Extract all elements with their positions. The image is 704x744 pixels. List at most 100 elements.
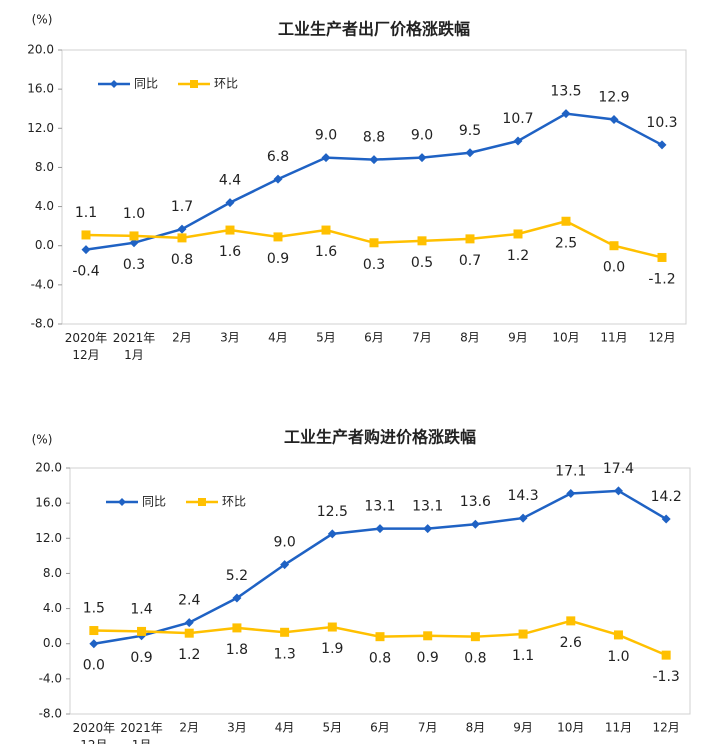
data-label: 1.0 <box>607 649 629 665</box>
x-tick-line: 12月 <box>72 348 99 362</box>
y-tick-label: 12.0 <box>27 121 54 135</box>
point <box>609 241 619 251</box>
x-tick-line: 2020年 <box>65 331 108 345</box>
x-tick-label: 11月 <box>600 331 627 345</box>
x-tick-line: 1月 <box>124 348 144 362</box>
point <box>661 650 671 660</box>
point <box>465 148 475 158</box>
data-label: 0.8 <box>369 651 391 667</box>
point <box>184 618 194 628</box>
point <box>190 80 198 88</box>
point <box>518 629 528 639</box>
point <box>423 524 433 534</box>
x-tick-label: 2021年 1月 <box>120 721 163 744</box>
x-tick-label: 2月 <box>172 331 192 345</box>
point <box>470 519 480 529</box>
data-label: 1.5 <box>83 601 105 617</box>
x-tick-label: 3月 <box>227 721 247 735</box>
data-label: 0.8 <box>171 252 193 268</box>
x-tick-label: 11月 <box>605 721 632 735</box>
point <box>280 627 290 637</box>
point <box>81 245 91 255</box>
data-label: 0.5 <box>411 255 433 271</box>
data-label: 13.5 <box>550 84 581 100</box>
point <box>110 80 118 88</box>
data-label: -1.2 <box>648 271 675 287</box>
data-label: 6.8 <box>267 149 289 165</box>
point <box>561 109 571 119</box>
data-label: 0.3 <box>123 257 145 273</box>
data-label: 1.6 <box>219 244 241 260</box>
data-label: 0.9 <box>417 650 439 666</box>
y-tick-label: 0.0 <box>43 636 62 650</box>
data-label: 1.2 <box>507 248 529 264</box>
point <box>369 238 379 248</box>
data-label: 2.6 <box>560 635 582 651</box>
y-tick-label: 20.0 <box>35 461 62 475</box>
data-label: 12.9 <box>598 89 629 105</box>
point <box>184 628 194 638</box>
data-label: 9.0 <box>315 128 337 144</box>
data-label: 1.4 <box>130 601 152 617</box>
x-tick-label: 3月 <box>220 331 240 345</box>
point <box>417 236 427 246</box>
x-tick-line: 2021年 <box>120 721 163 735</box>
point <box>375 524 385 534</box>
point <box>118 498 126 506</box>
data-label: 13.1 <box>412 499 443 515</box>
x-tick-line: 2020年 <box>73 721 116 735</box>
x-tick-label: 9月 <box>513 721 533 735</box>
data-label: 10.7 <box>502 111 533 127</box>
data-label: 1.6 <box>315 244 337 260</box>
x-tick-label: 5月 <box>316 331 336 345</box>
y-tick-label: -4.0 <box>39 671 62 685</box>
x-tick-label: 12月 <box>648 331 675 345</box>
legend-label: 同比 <box>134 77 158 91</box>
y-tick-label: -8.0 <box>31 317 54 331</box>
data-label: 8.8 <box>363 130 385 146</box>
plot-frame <box>61 49 687 325</box>
point <box>198 498 206 506</box>
data-label: 9.5 <box>459 123 481 139</box>
point <box>465 234 475 244</box>
point <box>321 153 331 163</box>
data-label: 9.0 <box>273 535 295 551</box>
point <box>561 216 571 226</box>
point <box>661 514 671 524</box>
legend-label: 环比 <box>222 495 246 509</box>
point <box>129 238 139 248</box>
y-tick-label: 8.0 <box>43 566 62 580</box>
y-axis-unit: (%) <box>32 13 53 27</box>
data-label: 1.2 <box>178 647 200 663</box>
point <box>225 225 235 235</box>
x-tick-label: 6月 <box>364 331 384 345</box>
data-label: 0.0 <box>83 658 105 674</box>
data-label: 5.2 <box>226 568 248 584</box>
chart: 工业生产者出厂价格涨跌幅 (%) -8.0 -4.0 0.0 4.0 8.0 12.0 16.0… <box>27 13 687 362</box>
data-label: 0.3 <box>363 257 385 273</box>
point <box>609 114 619 124</box>
point <box>89 639 99 649</box>
point <box>280 560 290 570</box>
data-label: 12.5 <box>317 504 348 520</box>
point <box>89 626 99 636</box>
data-label: 1.1 <box>512 648 534 664</box>
point <box>470 632 480 642</box>
data-label: 4.4 <box>219 173 241 189</box>
x-tick-label: 4月 <box>268 331 288 345</box>
y-tick-label: 8.0 <box>35 160 54 174</box>
point <box>369 155 379 165</box>
chart-title: 工业生产者出厂价格涨跌幅 <box>278 20 470 39</box>
x-tick-line: 2021年 <box>113 331 156 345</box>
data-label: 0.9 <box>267 251 289 267</box>
data-label: 0.0 <box>603 260 625 276</box>
data-label: -0.4 <box>72 264 99 280</box>
data-label: 0.8 <box>464 651 486 667</box>
chart-title: 工业生产者购进价格涨跌幅 <box>284 428 476 447</box>
point <box>137 626 147 636</box>
point <box>657 140 667 150</box>
y-tick-label: 4.0 <box>43 601 62 615</box>
y-tick-label: -4.0 <box>31 277 54 291</box>
x-tick-label: 2月 <box>179 721 199 735</box>
x-tick-label: 6月 <box>370 721 390 735</box>
